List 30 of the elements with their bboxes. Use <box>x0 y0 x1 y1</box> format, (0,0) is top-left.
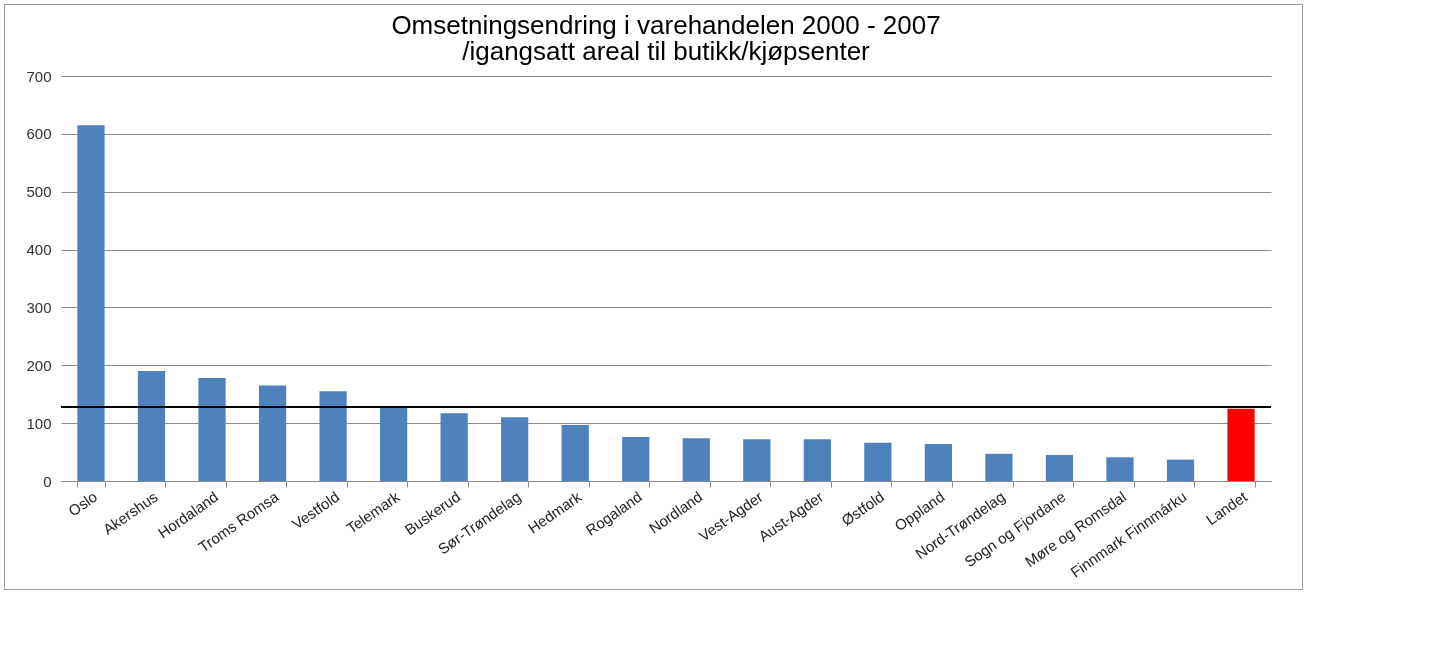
bar <box>924 443 953 481</box>
chart-title: Omsetningsendring i varehandelen 2000 - 2007 <box>391 10 941 40</box>
bar <box>985 453 1013 481</box>
y-tick-label: 300 <box>26 298 52 316</box>
bar <box>803 439 831 481</box>
y-tick-label: 700 <box>26 67 52 85</box>
bar <box>682 438 710 481</box>
bar <box>561 424 589 481</box>
bar <box>319 391 347 481</box>
bar <box>77 125 105 481</box>
bar <box>379 406 408 481</box>
bar <box>198 378 226 481</box>
bar <box>1106 457 1134 481</box>
bar <box>137 371 166 481</box>
y-tick-label: 0 <box>43 472 52 490</box>
bar <box>440 413 468 481</box>
y-tick-label: 400 <box>26 241 52 259</box>
y-tick-label: 600 <box>26 125 52 143</box>
bar <box>1045 454 1074 481</box>
bar <box>1227 408 1255 481</box>
bar <box>743 439 771 481</box>
bar <box>622 437 650 481</box>
y-tick-label: 100 <box>26 414 52 432</box>
x-tick-label: Oslo <box>65 487 101 520</box>
y-tick-label: 500 <box>26 183 52 201</box>
y-tick-label: 200 <box>26 356 52 374</box>
bar <box>501 417 529 481</box>
bar <box>258 385 287 481</box>
bar <box>864 442 892 481</box>
bar <box>1166 459 1195 481</box>
